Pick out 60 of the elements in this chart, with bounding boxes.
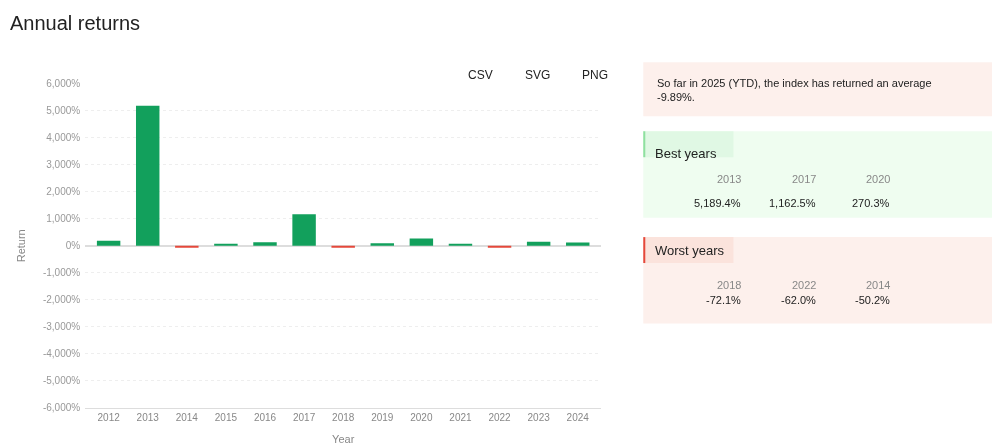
bar — [566, 242, 590, 246]
y-tick-label: 6,000% — [46, 78, 81, 90]
category-label: 2022 — [792, 279, 817, 291]
bar — [448, 243, 473, 246]
bar — [409, 238, 434, 246]
data-label: -62.0% — [781, 294, 817, 306]
bar — [487, 245, 512, 248]
category-label: 2014 — [866, 279, 891, 291]
y-tick-label: 0% — [65, 240, 81, 252]
text: SVG — [525, 68, 551, 82]
bar — [214, 243, 238, 246]
data-label: 1,162.5% — [769, 197, 816, 209]
x-tick-label: 2023 — [527, 411, 551, 423]
bar — [370, 243, 395, 246]
bar — [96, 240, 121, 246]
y-tick-label: -6,000% — [42, 402, 81, 414]
y-tick-label: 3,000% — [46, 159, 81, 171]
x-tick-label: 2016 — [253, 411, 277, 423]
chart-title: Annual returns — [10, 12, 141, 34]
text: CSV — [468, 68, 493, 82]
x-tick-label: 2021 — [449, 411, 473, 423]
y-tick-label: -1,000% — [42, 267, 81, 279]
text: So far in 2025 (YTD), the index has returned an average -9.89%. — [657, 77, 932, 104]
y-tick-label: -4,000% — [42, 348, 81, 360]
data-label: -50.2% — [855, 294, 891, 306]
x-tick-label: 2012 — [97, 411, 121, 423]
x-tick-label: 2019 — [371, 411, 394, 423]
data-label: 5,189.4% — [694, 197, 741, 209]
bar — [175, 245, 199, 248]
text: Best years — [655, 146, 717, 161]
y-tick-label: -5,000% — [42, 375, 81, 387]
y-tick-label: -3,000% — [42, 321, 81, 333]
x-tick-label: 2015 — [214, 411, 238, 423]
x-tick-label: 2024 — [566, 411, 590, 423]
bar — [331, 245, 355, 248]
y-tick-label: 2,000% — [46, 186, 81, 198]
category-label: 2017 — [792, 173, 817, 185]
x-tick-label: 2017 — [292, 411, 316, 423]
y-tick-label: 4,000% — [46, 132, 81, 144]
category-label: 2020 — [866, 173, 891, 185]
bar — [292, 214, 316, 246]
category-label: 2018 — [717, 279, 742, 291]
x-tick-label: 2020 — [410, 411, 433, 423]
y-axis-title: Return — [14, 229, 27, 263]
y-tick-label: 1,000% — [46, 213, 81, 225]
x-tick-label: 2018 — [332, 411, 355, 423]
bar — [135, 105, 160, 246]
x-tick-label: 2014 — [175, 411, 199, 423]
bar — [253, 242, 277, 246]
x-tick-label: 2022 — [488, 411, 512, 423]
text: PNG — [582, 68, 609, 82]
x-tick-label: 2013 — [136, 411, 160, 423]
x-axis-title: Year — [332, 433, 355, 445]
data-label: -72.1% — [706, 294, 742, 306]
y-tick-label: -2,000% — [42, 294, 81, 306]
y-tick-label: 5,000% — [46, 105, 81, 117]
category-label: 2013 — [717, 173, 742, 185]
text: Worst years — [655, 243, 725, 258]
bar — [526, 241, 551, 246]
data-label: 270.3% — [852, 197, 890, 209]
